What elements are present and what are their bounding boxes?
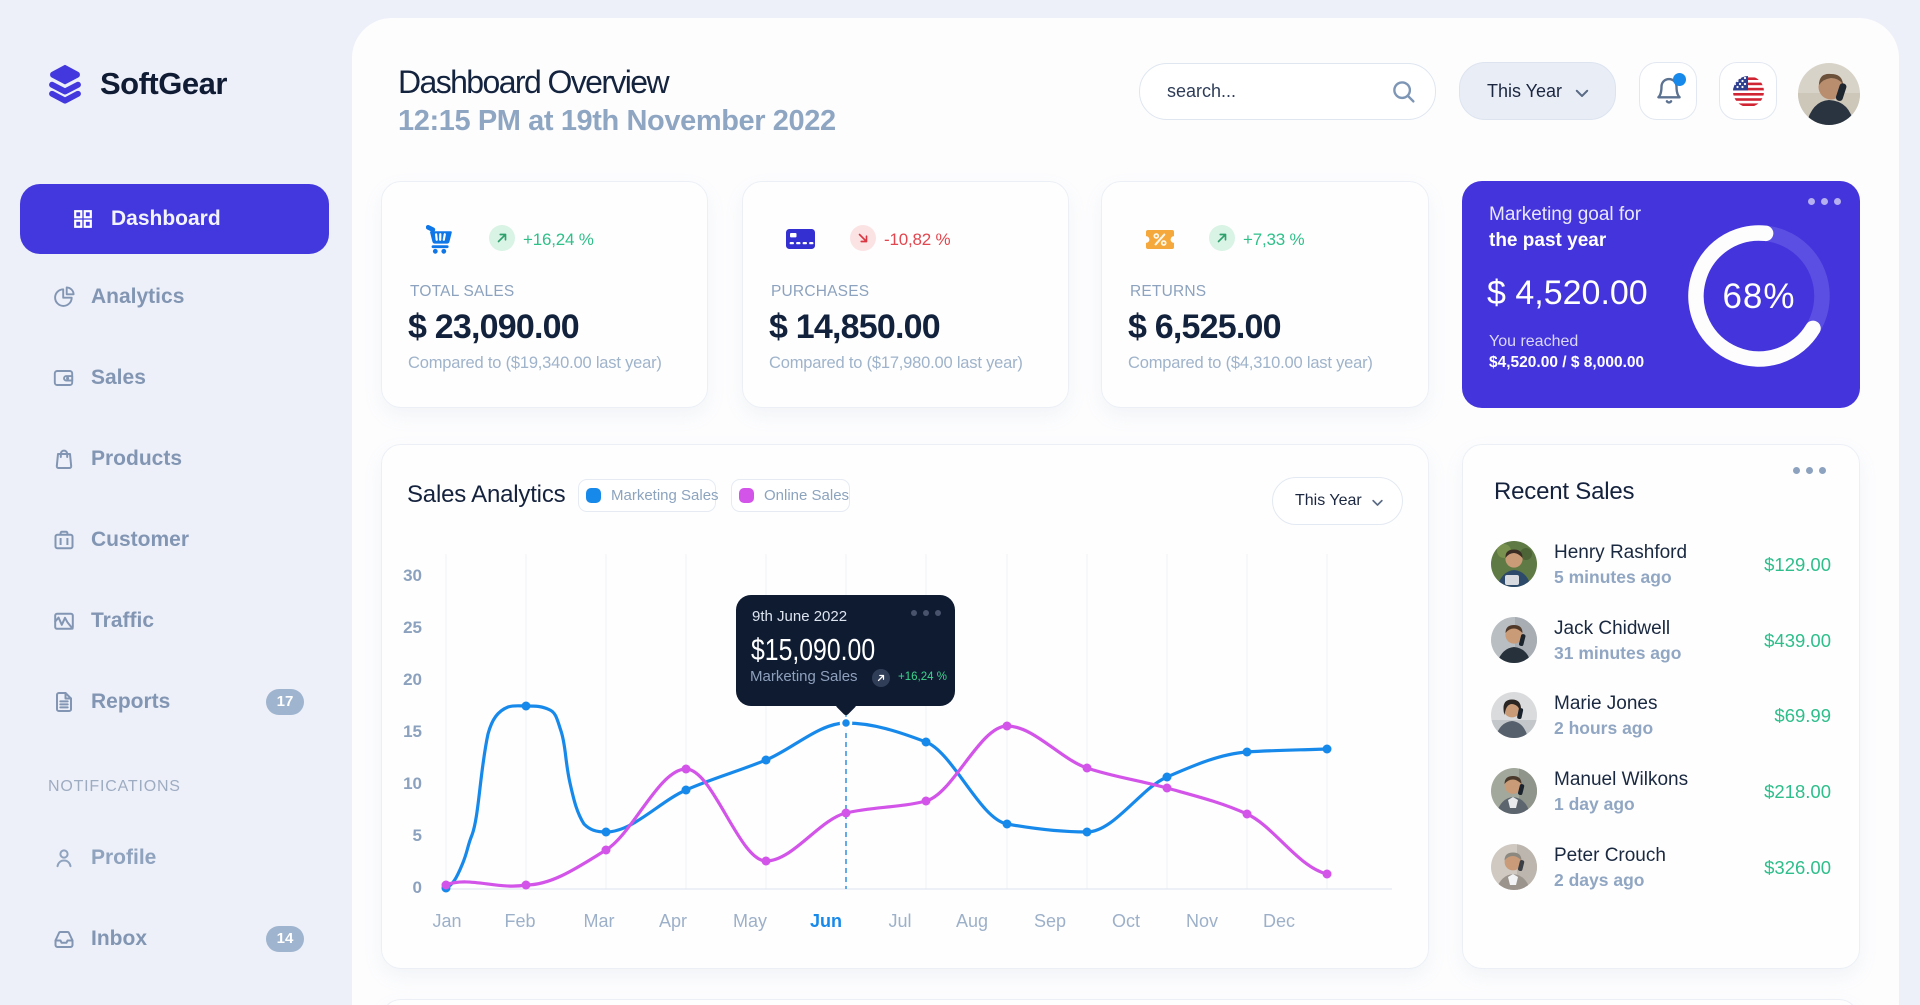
svg-text:68%: 68% [1722, 277, 1795, 316]
